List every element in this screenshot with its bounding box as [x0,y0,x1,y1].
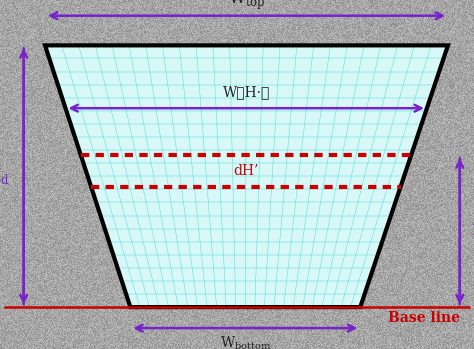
Text: H$_\mathregular{d}$: H$_\mathregular{d}$ [0,167,9,186]
Text: W$_\mathregular{top}$: W$_\mathregular{top}$ [228,0,265,12]
Text: Base line: Base line [388,311,460,325]
Polygon shape [45,45,448,307]
Text: W（H·）: W（H·） [222,86,270,99]
Text: dH’: dH’ [233,164,259,178]
Text: W$_\mathregular{bottom}$: W$_\mathregular{bottom}$ [219,335,271,349]
Text: H’: H’ [472,224,474,238]
